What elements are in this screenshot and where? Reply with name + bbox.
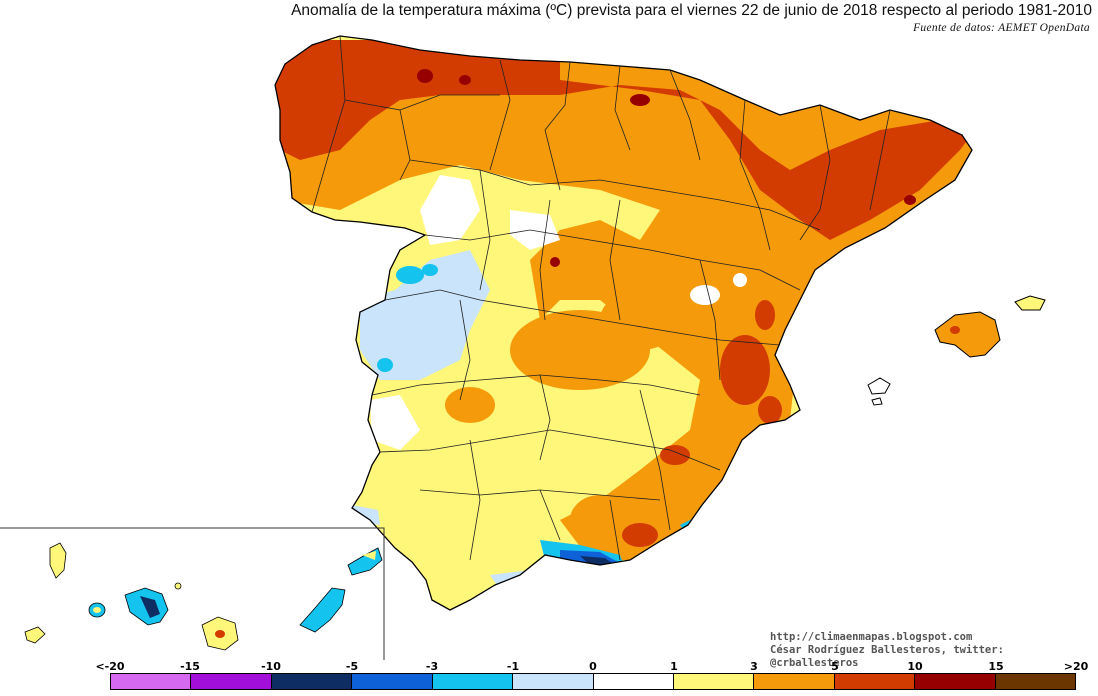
legend-tick: <-20 <box>95 660 125 673</box>
canary-islands-inset <box>0 527 385 660</box>
legend-tick: 1 <box>670 660 678 673</box>
legend-tick: >20 <box>1063 660 1089 673</box>
legend-tick: -10 <box>261 660 281 673</box>
blog-url: http://climaenmapas.blogspot.com <box>770 631 973 643</box>
legend-swatch <box>513 674 594 689</box>
legend-swatch <box>432 674 514 689</box>
legend-tick: -3 <box>425 660 439 673</box>
legend-tick: 10 <box>907 660 923 673</box>
legend-swatch <box>593 674 674 689</box>
author-credit: César Rodríguez Ballesteros, twitter: @c… <box>770 644 1004 669</box>
legend-ticks: <-20 -15 -10 -5 -3 -1 0 1 3 5 10 15 >20 <box>0 660 1098 674</box>
legend-swatch <box>191 674 272 689</box>
legend-swatch <box>111 674 192 689</box>
color-legend <box>110 673 1076 690</box>
balearic-islands <box>867 295 1046 406</box>
legend-swatch <box>754 674 835 689</box>
legend-swatch <box>834 674 916 689</box>
legend-tick: -1 <box>506 660 520 673</box>
legend-swatch <box>915 674 996 689</box>
legend-swatch <box>673 674 755 689</box>
spain-mainland <box>274 35 973 611</box>
legend-tick: -15 <box>180 660 200 673</box>
province-borders <box>311 35 891 561</box>
legend-swatch <box>271 674 353 689</box>
legend-tick: 15 <box>988 660 1004 673</box>
legend-tick: 3 <box>750 660 758 673</box>
map-title: Anomalía de la temperatura máxima (ºC) p… <box>291 2 1092 19</box>
legend-tick: -5 <box>345 660 359 673</box>
legend-tick: 5 <box>831 660 839 673</box>
legend-swatch <box>352 674 433 689</box>
legend-swatch <box>995 674 1076 689</box>
data-source: Fuente de datos: AEMET OpenData <box>913 22 1090 34</box>
legend-tick: 0 <box>589 660 597 673</box>
credits: http://climaenmapas.blogspot.com César R… <box>770 631 1098 670</box>
